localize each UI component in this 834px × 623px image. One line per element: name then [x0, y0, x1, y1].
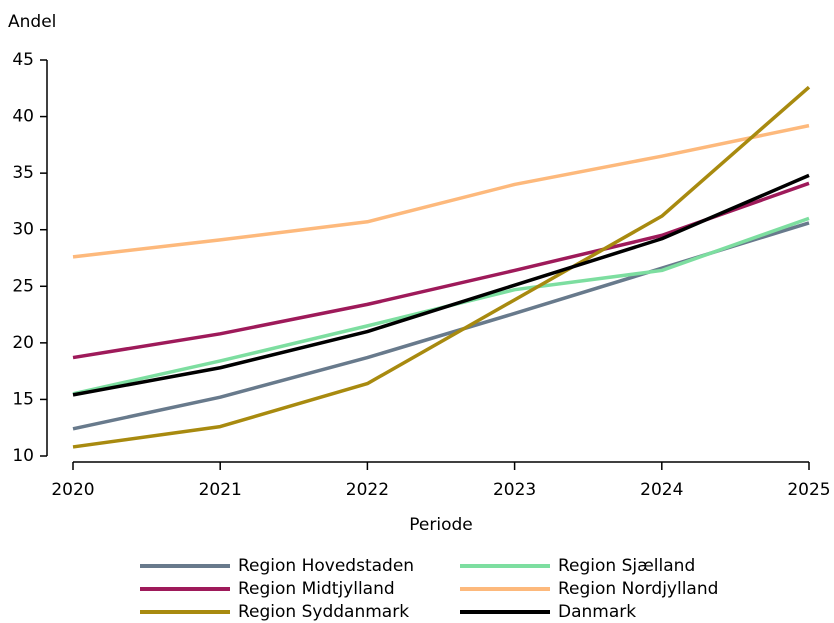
legend-label: Region Syddanmark: [238, 602, 409, 622]
x-tick-label: 2024: [640, 480, 683, 500]
x-tick-label: 2025: [787, 480, 830, 500]
x-axis-label: Periode: [409, 515, 472, 535]
y-tick-label: 30: [12, 220, 34, 240]
x-tick-label: 2023: [493, 480, 536, 500]
y-tick-label: 20: [12, 333, 34, 353]
x-tick-label: 2022: [346, 480, 389, 500]
y-tick-label: 45: [12, 50, 34, 70]
legend-label: Region Nordjylland: [558, 579, 718, 599]
legend-label: Region Sjælland: [558, 556, 695, 576]
legend-label: Danmark: [558, 602, 636, 622]
y-axis-label: Andel: [8, 12, 56, 32]
y-tick-label: 25: [12, 276, 34, 296]
series-line: [72, 173, 810, 397]
series-line: [72, 221, 810, 431]
y-tick-label: 40: [12, 107, 34, 127]
x-tick-label: 2020: [51, 480, 94, 500]
legend-label: Region Midtjylland: [238, 579, 395, 599]
y-tick-label: 35: [12, 163, 34, 183]
series-line: [72, 181, 810, 360]
series-line: [72, 123, 810, 259]
series-line: [72, 85, 811, 449]
y-tick-label: 15: [12, 389, 34, 409]
y-tick-label: 10: [12, 446, 34, 466]
x-tick-label: 2021: [199, 480, 242, 500]
legend-label: Region Hovedstaden: [238, 556, 414, 576]
